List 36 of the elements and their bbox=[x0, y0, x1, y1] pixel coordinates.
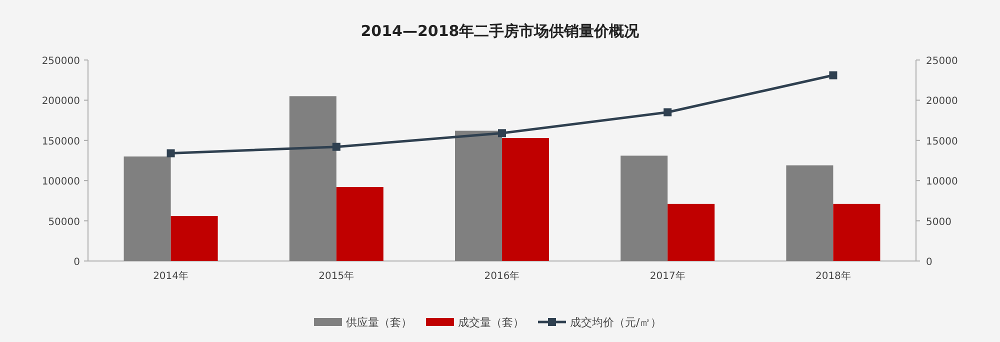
bar bbox=[336, 187, 384, 261]
x-tick-label: 2015年 bbox=[318, 270, 354, 282]
y-tick-label: 0 bbox=[74, 257, 80, 268]
x-tick-label: 2018年 bbox=[815, 270, 851, 282]
bar bbox=[502, 138, 549, 261]
y-tick-label: 250000 bbox=[42, 56, 80, 67]
bar bbox=[455, 130, 502, 261]
y2-tick-label: 20000 bbox=[926, 96, 958, 108]
point bbox=[332, 142, 340, 151]
y-tick-label: 50000 bbox=[48, 216, 80, 228]
point bbox=[829, 71, 838, 80]
y2-tick-label: 25000 bbox=[926, 56, 958, 67]
point bbox=[498, 129, 506, 138]
bar bbox=[170, 216, 218, 261]
y-tick-label: 150000 bbox=[42, 136, 80, 148]
y2-tick-label: 0 bbox=[926, 257, 932, 268]
y-tick-label: 200000 bbox=[42, 96, 80, 108]
bar bbox=[124, 156, 171, 261]
x-tick-label: 2017年 bbox=[650, 270, 686, 282]
y2-tick-label: 5000 bbox=[926, 216, 952, 228]
legend-label: 供应量（套） bbox=[346, 316, 412, 329]
bar bbox=[289, 96, 336, 261]
bar bbox=[668, 204, 715, 261]
bar bbox=[833, 204, 880, 261]
bar bbox=[786, 165, 834, 261]
x-tick-label: 2014年 bbox=[153, 270, 189, 282]
point bbox=[664, 108, 672, 116]
chart-title: 2014—2018年二手房市场供销量价概况 bbox=[360, 22, 640, 40]
point bbox=[166, 149, 175, 158]
y2-tick-label: 10000 bbox=[926, 176, 958, 188]
legend-label: 成交均价（元/㎡） bbox=[570, 316, 662, 329]
legend-label: 成交量（套） bbox=[458, 316, 524, 329]
x-tick-label: 2016年 bbox=[484, 270, 520, 282]
y-tick-label: 100000 bbox=[42, 176, 80, 188]
y2-tick-label: 15000 bbox=[926, 136, 958, 148]
bar bbox=[620, 156, 668, 261]
